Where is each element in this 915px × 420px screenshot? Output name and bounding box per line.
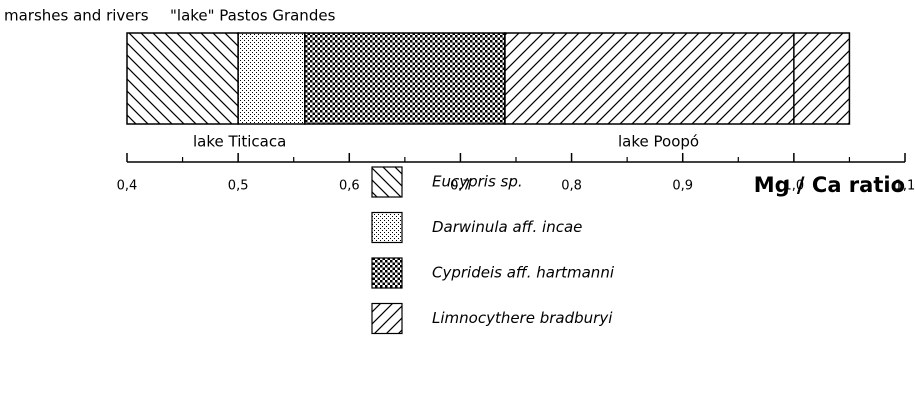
x-tick-label: 0,5 <box>228 179 249 194</box>
x-tick-label: 0,9 <box>672 179 693 194</box>
x-tick-label: 0,7 <box>450 179 471 194</box>
legend-swatch <box>371 166 403 198</box>
annotation: marshes and rivers <box>4 7 149 25</box>
x-tick-label: 0,6 <box>339 179 360 194</box>
annotation: lake Titicaca <box>193 133 286 151</box>
range-bar <box>237 32 306 125</box>
range-bar <box>126 32 239 125</box>
legend-swatch <box>371 211 403 244</box>
legend-label: Limnocythere bradburyi <box>432 309 613 327</box>
legend-swatch <box>371 302 403 335</box>
annotation: lake Poopó <box>618 133 699 151</box>
legend-swatch <box>371 257 403 289</box>
legend-label: Eucypris sp. <box>432 173 523 191</box>
range-bar <box>504 32 851 125</box>
x-tick-label: 0,4 <box>117 179 138 194</box>
x-axis-title: Mg / Ca ratio <box>754 173 905 197</box>
annotation: "lake" Pastos Grandes <box>170 7 336 25</box>
range-bar <box>304 32 506 125</box>
x-tick-label: 0,8 <box>561 179 582 194</box>
legend-label: Cyprideis aff. hartmanni <box>432 264 615 282</box>
x-tick-label: 1,1 <box>895 179 915 194</box>
x-tick-label: 1,0 <box>784 179 805 194</box>
legend-label: Darwinula aff. incae <box>432 218 582 236</box>
